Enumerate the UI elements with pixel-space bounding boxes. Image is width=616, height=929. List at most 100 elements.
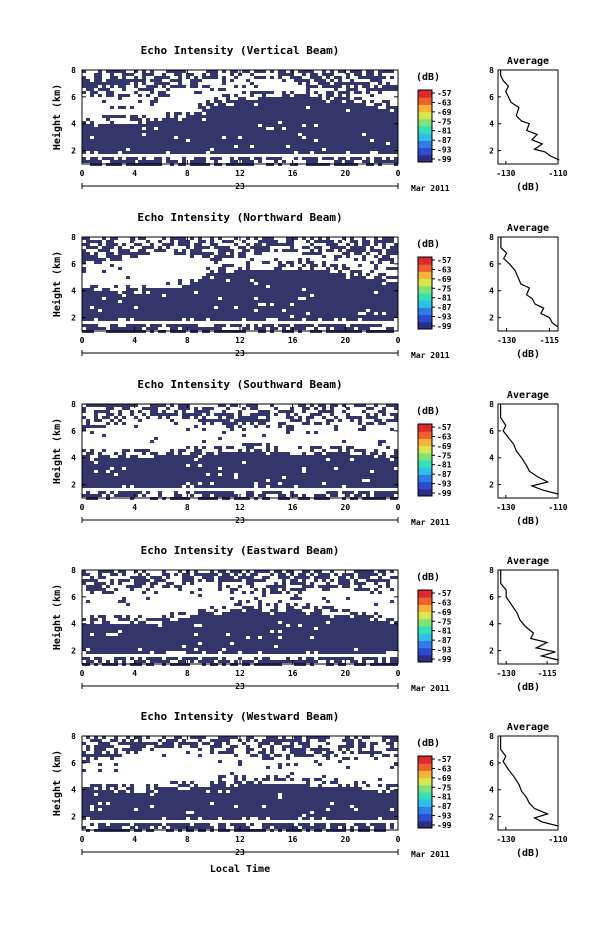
heatmap-cell xyxy=(390,470,394,473)
heatmap-cell xyxy=(302,291,306,294)
heatmap-cell xyxy=(286,270,290,273)
heatmap-cell xyxy=(218,249,222,252)
heatmap-cell xyxy=(106,88,110,91)
heatmap-cell xyxy=(374,76,378,79)
heatmap-cell xyxy=(150,246,154,249)
heatmap-cell xyxy=(374,416,378,419)
heatmap-cell xyxy=(154,300,158,303)
heatmap-cell xyxy=(90,467,94,470)
heatmap-cell xyxy=(366,482,370,485)
heatmap-cell xyxy=(262,103,266,106)
heatmap-cell xyxy=(254,473,258,476)
heatmap-cell xyxy=(214,145,218,148)
heatmap-cell xyxy=(94,416,98,419)
heatmap-cell xyxy=(290,151,294,154)
heatmap-cell xyxy=(270,100,274,103)
heatmap-cell xyxy=(130,306,134,309)
heatmap-cell xyxy=(222,79,226,82)
avg-y-tick-label: 8 xyxy=(489,233,494,242)
heatmap-cell xyxy=(110,476,114,479)
heatmap-cell xyxy=(370,261,374,264)
heatmap-cell xyxy=(346,288,350,291)
heatmap-cell xyxy=(306,88,310,91)
heatmap-cell xyxy=(278,127,282,130)
heatmap-cell xyxy=(106,297,110,300)
heatmap-cell xyxy=(322,291,326,294)
heatmap-cell xyxy=(194,282,198,285)
heatmap-cell xyxy=(354,324,358,327)
heatmap-cell xyxy=(262,476,266,479)
heatmap-cell xyxy=(386,151,390,154)
heatmap-cell xyxy=(346,112,350,115)
heatmap-cell xyxy=(390,246,394,249)
heatmap-cell xyxy=(94,476,98,479)
heatmap-cell xyxy=(242,464,246,467)
heatmap-cell xyxy=(226,240,230,243)
heatmap-cell xyxy=(358,300,362,303)
heatmap-cell xyxy=(258,422,262,425)
heatmap-cell xyxy=(286,121,290,124)
heatmap-cell xyxy=(338,282,342,285)
heatmap-cell xyxy=(214,97,218,100)
heatmap-cell xyxy=(86,258,90,261)
heatmap-cell xyxy=(82,70,86,73)
heatmap-cell xyxy=(134,157,138,160)
heatmap-cell xyxy=(298,258,302,261)
heatmap-cell xyxy=(214,73,218,76)
heatmap-cell xyxy=(350,482,354,485)
heatmap-cell xyxy=(350,240,354,243)
heatmap-cell xyxy=(210,103,214,106)
heatmap-cell xyxy=(254,467,258,470)
heatmap-cell xyxy=(250,124,254,127)
heatmap-cell xyxy=(210,70,214,73)
heatmap-cell xyxy=(330,482,334,485)
heatmap-cell xyxy=(266,464,270,467)
heatmap-cell xyxy=(186,124,190,127)
heatmap-cell xyxy=(394,461,398,464)
heatmap-cell xyxy=(202,246,206,249)
heatmap-cell xyxy=(338,100,342,103)
heatmap-cell xyxy=(274,136,278,139)
heatmap-cell xyxy=(82,148,86,151)
heatmap-cell xyxy=(90,615,94,618)
heatmap-cell xyxy=(82,145,86,148)
heatmap-cell xyxy=(270,237,274,240)
heatmap-cell xyxy=(206,139,210,142)
heatmap-cell xyxy=(366,243,370,246)
heatmap-cell xyxy=(318,306,322,309)
heatmap-cell xyxy=(278,270,282,273)
heatmap-cell xyxy=(94,300,98,303)
heatmap-cell xyxy=(386,446,390,449)
heatmap-cell xyxy=(262,422,266,425)
heatmap-cell xyxy=(122,76,126,79)
heatmap-cell xyxy=(82,455,86,458)
heatmap-cell xyxy=(286,136,290,139)
heatmap-cell xyxy=(306,79,310,82)
heatmap-cell xyxy=(350,470,354,473)
heatmap-cell xyxy=(102,491,106,494)
heatmap-cell xyxy=(242,115,246,118)
heatmap-cell xyxy=(206,255,210,258)
heatmap-cell xyxy=(86,297,90,300)
heatmap-cell xyxy=(238,476,242,479)
heatmap-cell xyxy=(194,112,198,115)
heatmap-cell xyxy=(226,97,230,100)
heatmap-cell xyxy=(222,294,226,297)
heatmap-cell xyxy=(102,404,106,407)
heatmap-cell xyxy=(310,309,314,312)
heatmap-cell xyxy=(222,124,226,127)
heatmap-cell xyxy=(362,145,366,148)
heatmap-cell xyxy=(114,136,118,139)
heatmap-cell xyxy=(114,485,118,488)
heatmap-cell xyxy=(378,115,382,118)
heatmap-cell xyxy=(210,136,214,139)
heatmap-cell xyxy=(318,461,322,464)
heatmap-cell xyxy=(386,479,390,482)
heatmap-cell xyxy=(106,240,110,243)
heatmap-cell xyxy=(214,139,218,142)
heatmap-cell xyxy=(146,407,150,410)
heatmap-cell xyxy=(90,309,94,312)
heatmap-cell xyxy=(354,240,358,243)
heatmap-cell xyxy=(86,118,90,121)
heatmap-cell xyxy=(254,312,258,315)
